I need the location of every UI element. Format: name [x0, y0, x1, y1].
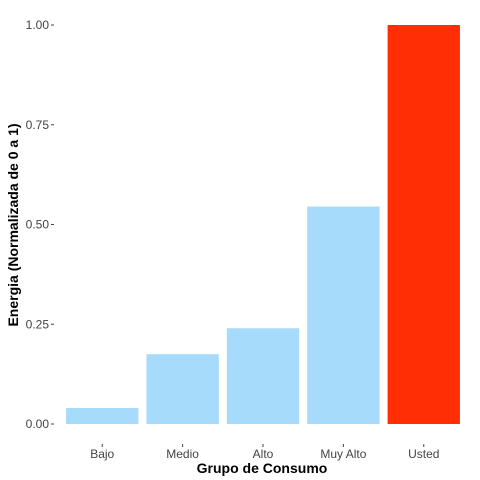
y-tick-label: 1.00 [26, 18, 50, 32]
bar-usted [387, 25, 460, 424]
x-tick-label-bajo: Bajo [90, 447, 114, 461]
y-axis-title: Energia (Normalizada de 0 a 1) [5, 123, 21, 326]
x-ticks-group: Bajo Medio Alto Muy Alto Usted [90, 444, 439, 461]
bar-muy-alto [307, 206, 380, 424]
y-ticks-group: 0.00 0.25 0.50 0.75 1.00 [26, 18, 54, 431]
x-tick-label-alto: Alto [253, 447, 274, 461]
bars-group [66, 25, 460, 424]
y-tick-label: 0.75 [26, 118, 50, 132]
x-tick-label-usted: Usted [408, 447, 439, 461]
y-tick-label: 0.50 [26, 218, 50, 232]
bar-medio [146, 354, 219, 424]
y-tick-label: 0.25 [26, 317, 50, 331]
x-axis-title: Grupo de Consumo [197, 460, 328, 476]
bar-alto [226, 328, 300, 424]
bar-bajo [66, 408, 139, 424]
x-tick-label-medio: Medio [166, 447, 199, 461]
y-tick-label: 0.00 [26, 417, 50, 431]
x-tick-label-muy-alto: Muy Alto [320, 447, 366, 461]
